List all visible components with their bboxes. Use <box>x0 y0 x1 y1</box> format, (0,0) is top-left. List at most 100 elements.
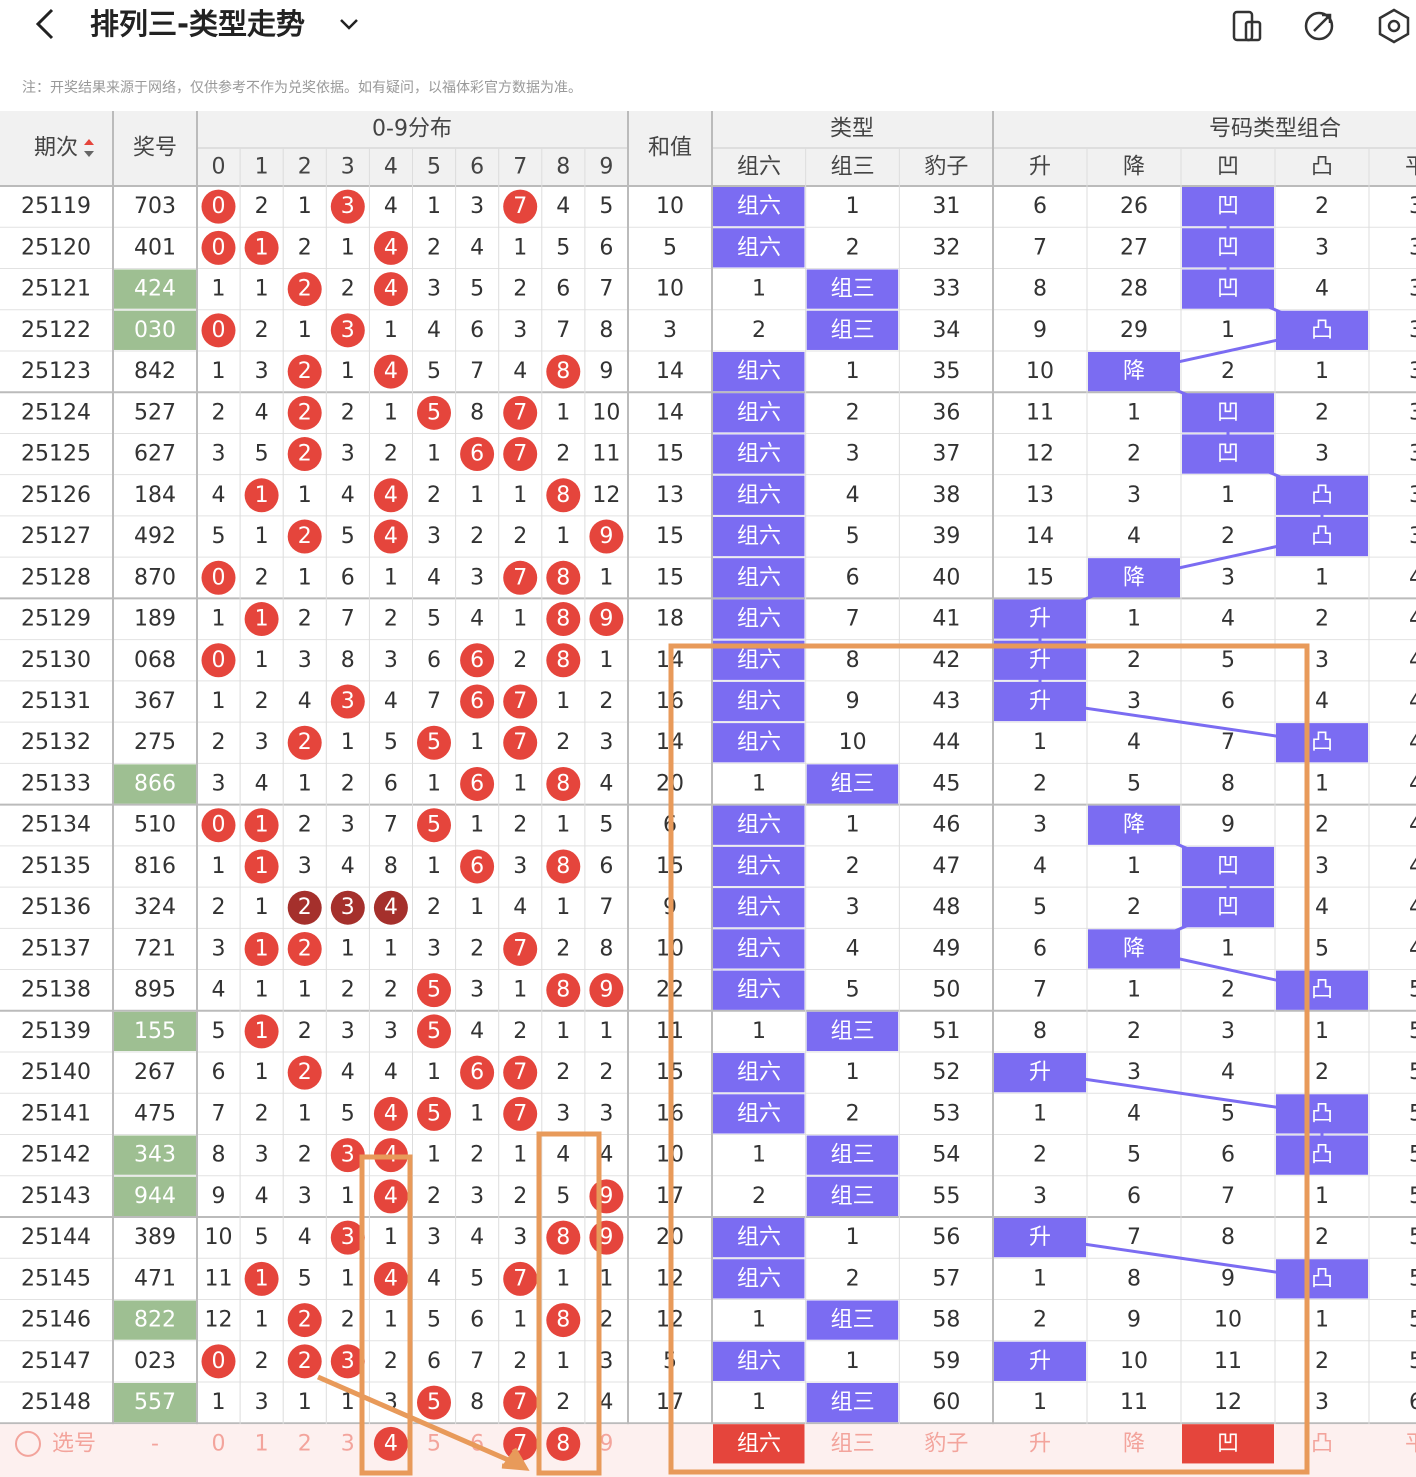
combo-miss: 11 <box>1026 400 1054 425</box>
combo-miss: 11 <box>1120 1390 1148 1415</box>
miss-count: 1 <box>341 730 355 755</box>
miss-count: 6 <box>599 235 613 260</box>
header-digit: 3 <box>341 155 355 180</box>
winning-number: 324 <box>134 895 176 920</box>
combo-label: 凸 <box>1311 1143 1333 1168</box>
type-hit <box>713 475 805 515</box>
miss-count: 1 <box>513 235 527 260</box>
select-combo[interactable]: 降 <box>1123 1431 1145 1456</box>
back-button[interactable] <box>35 8 54 40</box>
combo-miss: 3 <box>1315 235 1329 260</box>
miss-count: 2 <box>255 194 269 219</box>
select-type[interactable]: 豹子 <box>924 1431 968 1456</box>
icon-share[interactable] <box>1232 10 1254 42</box>
combo-miss: 1 <box>1315 565 1329 590</box>
type-miss: 2 <box>846 400 860 425</box>
winning-number: 030 <box>134 318 176 343</box>
header-digit: 1 <box>255 155 269 180</box>
miss-count: 5 <box>341 1101 355 1126</box>
hit-digit: 8 <box>556 978 570 1003</box>
combo-miss: 5 <box>1221 648 1235 673</box>
type-miss: 2 <box>752 1184 766 1209</box>
miss-count: 6 <box>470 1308 484 1333</box>
hit-ball <box>503 560 538 595</box>
select-digit[interactable]: 5 <box>427 1431 441 1456</box>
icon-share-b <box>1244 20 1262 42</box>
select-combo[interactable]: 升 <box>1029 1431 1051 1456</box>
select-digit[interactable]: 4 <box>384 1431 398 1456</box>
type-label: 组六 <box>737 1060 781 1085</box>
select-digit[interactable]: 3 <box>341 1431 355 1456</box>
winning-number: 627 <box>134 442 176 467</box>
hit-digit: 4 <box>384 1184 398 1209</box>
miss-count: 12 <box>592 483 620 508</box>
hit-ball <box>244 1261 279 1296</box>
hit-digit: 4 <box>384 483 398 508</box>
select-digit[interactable]: 0 <box>212 1431 226 1456</box>
header-digit: 8 <box>556 155 570 180</box>
combo-miss: 3 <box>1409 194 1416 219</box>
miss-count: 3 <box>599 1349 613 1374</box>
header-type-col: 豹子 <box>924 155 968 180</box>
miss-count: 8 <box>384 854 398 879</box>
miss-count: 1 <box>427 194 441 219</box>
combo-miss: 4 <box>1409 607 1416 632</box>
type-miss: 55 <box>932 1184 960 1209</box>
miss-count: 2 <box>255 565 269 590</box>
header-number: 奖号 <box>133 136 177 161</box>
select-digit[interactable]: 8 <box>556 1431 570 1456</box>
select-type[interactable]: 组三 <box>831 1431 875 1456</box>
icon-export[interactable] <box>1304 11 1334 41</box>
page-title: 排列三-类型走势 <box>90 7 305 41</box>
type-miss: 9 <box>846 689 860 714</box>
hit-ball <box>330 1220 365 1255</box>
miss-count: 1 <box>470 483 484 508</box>
combo-miss: 2 <box>1127 442 1141 467</box>
select-digit[interactable]: 1 <box>255 1431 269 1456</box>
icon-settings[interactable] <box>1378 8 1410 44</box>
select-combo[interactable]: 平 <box>1405 1431 1416 1456</box>
combo-miss: 4 <box>1315 895 1329 920</box>
combo-miss: 13 <box>1026 483 1054 508</box>
hit-digit: 1 <box>255 1266 269 1291</box>
type-label: 组六 <box>737 483 781 508</box>
miss-count: 1 <box>298 565 312 590</box>
header-combo-col: 降 <box>1123 155 1145 180</box>
type-miss: 32 <box>932 235 960 260</box>
hit-digit: 1 <box>255 813 269 838</box>
combo-label: 凹 <box>1217 400 1239 425</box>
select-combo[interactable]: 凸 <box>1311 1431 1333 1456</box>
combo-miss: 9 <box>1221 813 1235 838</box>
type-hit <box>713 888 805 928</box>
hit-ball <box>287 1344 322 1379</box>
miss-count: 8 <box>470 400 484 425</box>
hit-ball <box>244 849 279 884</box>
hit-digit: 1 <box>255 936 269 961</box>
sum: 13 <box>656 483 684 508</box>
winning-number: 510 <box>134 813 176 838</box>
type-hit <box>713 434 805 474</box>
combo-miss: 10 <box>1214 1308 1242 1333</box>
winning-number: 870 <box>134 565 176 590</box>
hit-ball <box>546 1303 581 1338</box>
hit-digit: 3 <box>341 1349 355 1374</box>
hit-ball <box>244 230 279 265</box>
select-digit[interactable]: 2 <box>298 1431 312 1456</box>
select-type[interactable]: 组六 <box>737 1431 781 1456</box>
miss-count: 1 <box>599 1019 613 1044</box>
combo-miss: 2 <box>1127 1019 1141 1044</box>
combo-miss: 1 <box>1315 1019 1329 1044</box>
hit-digit: 2 <box>298 359 312 384</box>
miss-count: 2 <box>384 442 398 467</box>
combo-miss: 6 <box>1409 1390 1416 1415</box>
select-digit[interactable]: 9 <box>599 1431 613 1456</box>
select-combo[interactable]: 凹 <box>1217 1431 1239 1456</box>
type-miss: 2 <box>846 235 860 260</box>
combo-label: 升 <box>1029 1060 1051 1085</box>
combo-miss: 5 <box>1409 1101 1416 1126</box>
combo-miss: 5 <box>1409 1184 1416 1209</box>
miss-count: 11 <box>592 442 620 467</box>
dropdown[interactable] <box>340 19 358 30</box>
miss-count: 4 <box>255 771 269 796</box>
period: 25138 <box>21 978 91 1003</box>
